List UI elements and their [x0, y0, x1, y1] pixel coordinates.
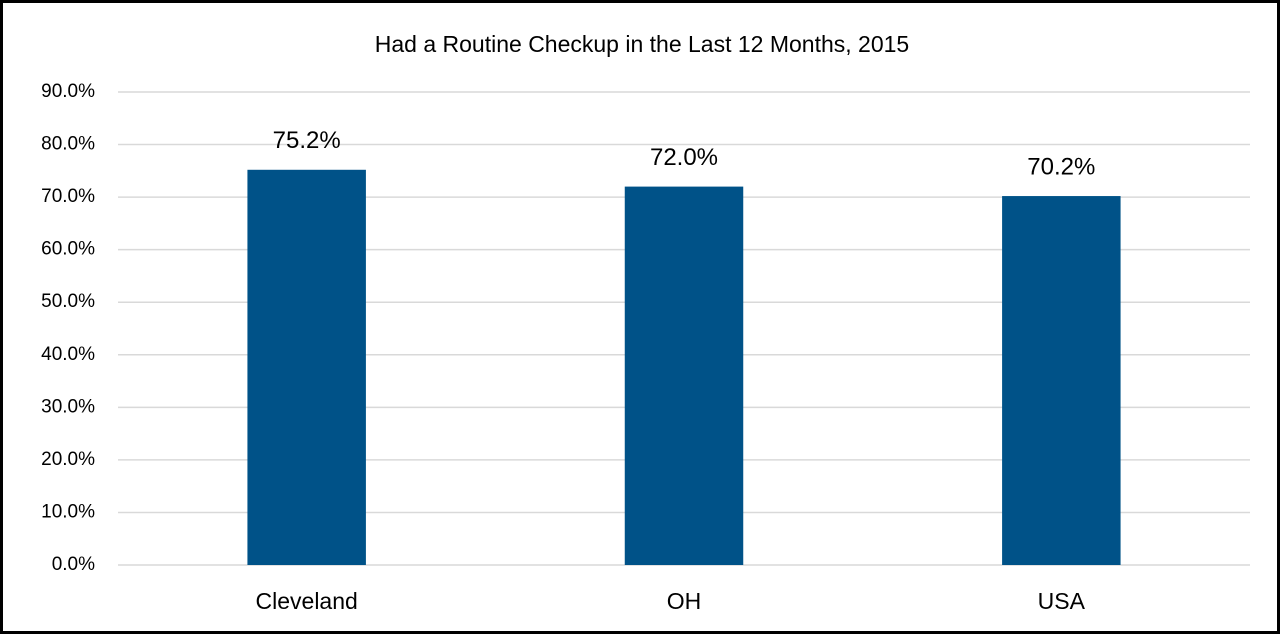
chart-title: Had a Routine Checkup in the Last 12 Mon… [375, 31, 909, 57]
data-label: 72.0% [650, 144, 718, 171]
y-tick-label: 80.0% [41, 134, 95, 155]
y-tick-label: 40.0% [41, 344, 95, 365]
y-tick-label: 90.0% [41, 81, 95, 102]
bar [247, 169, 366, 565]
bar [1002, 196, 1121, 565]
y-tick-label: 20.0% [41, 449, 95, 470]
y-tick-label: 60.0% [41, 239, 95, 260]
y-tick-label: 70.0% [41, 186, 95, 207]
bar [624, 186, 744, 565]
y-tick-label: 30.0% [41, 396, 95, 417]
y-tick-label: 0.0% [52, 554, 95, 575]
y-tick-label: 50.0% [41, 291, 95, 312]
x-tick-label: Cleveland [256, 588, 358, 614]
data-label: 75.2% [273, 127, 341, 154]
data-label: 70.2% [1027, 153, 1095, 180]
x-tick-label: OH [667, 588, 702, 614]
y-tick-label: 10.0% [41, 501, 95, 522]
x-tick-label: USA [1038, 588, 1086, 614]
